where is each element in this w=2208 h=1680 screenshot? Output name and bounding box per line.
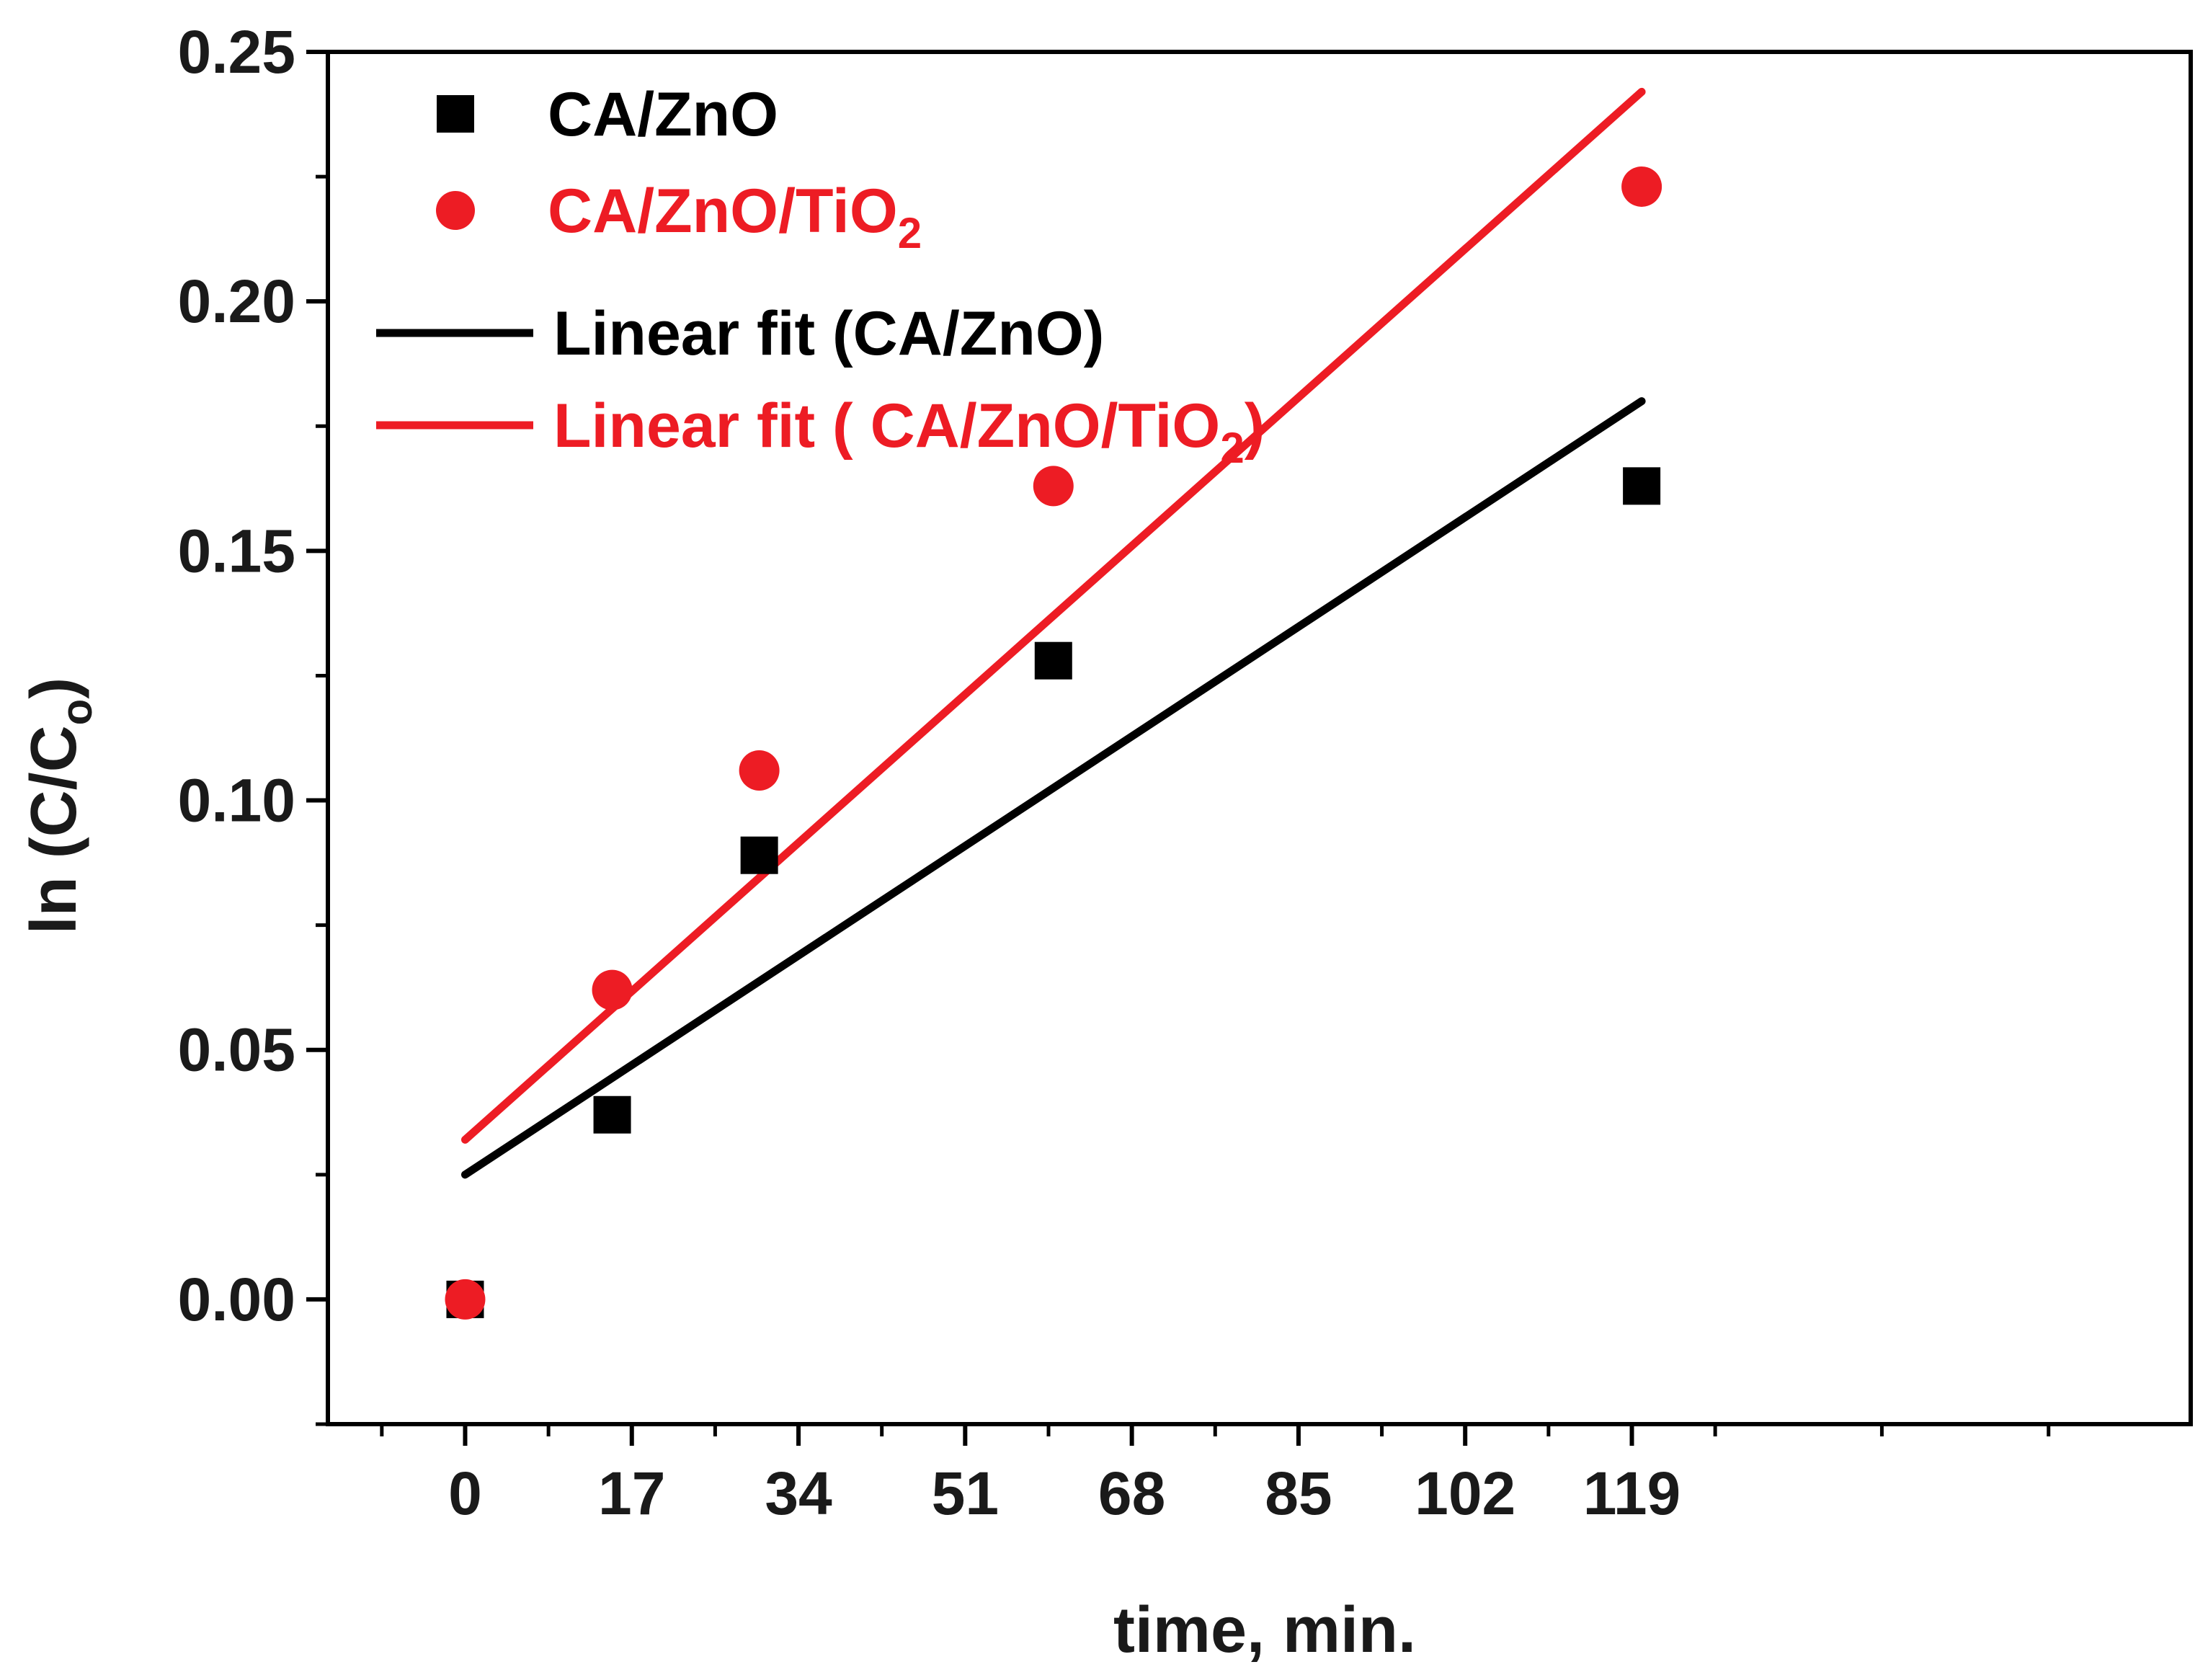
x-tick-label: 68 [1098,1459,1165,1527]
data-point-circle [1033,466,1074,507]
y-tick-label: 0.25 [178,18,296,86]
axes: 0.00 0.05 0.10 0.15 0.20 0.25 0 17 34 51 68 85 102 11… [178,18,2193,1527]
data-point-square [740,836,778,874]
x-tick-label: 85 [1265,1459,1332,1527]
x-axis-title: time, min. [1113,1594,1416,1666]
y-tick-label: 0.00 [178,1266,296,1333]
data-markers [445,166,1662,1320]
data-point-square [593,1095,631,1134]
x-tick-label: 51 [932,1459,999,1527]
legend: CA/ZnO CA/ZnO/TiO2 Linear fit (CA/ZnO) Line… [376,80,1265,472]
legend-marker-circle [436,191,475,230]
legend-label: Linear fit (CA/ZnO) [553,299,1104,368]
legend-marker-square [437,95,474,133]
y-tick-label: 0.10 [178,767,296,835]
x-tick-label: 102 [1415,1459,1515,1527]
fit-line [460,397,1646,1179]
y-axis-title: ln (C/Co) [18,677,101,935]
y-tick-label: 0.20 [178,267,296,335]
legend-label: CA/ZnO [548,80,778,149]
plot-frame [326,50,2193,1426]
y-tick-label: 0.05 [178,1016,296,1084]
data-point-circle [739,750,780,791]
data-point-square [1623,467,1661,505]
x-tick-label: 17 [598,1459,665,1527]
fit-lines [460,87,1646,1179]
y-tick-label: 0.15 [178,517,296,585]
legend-label: Linear fit ( CA/ZnO/TiO2) [553,391,1265,472]
data-point-circle [445,1279,486,1320]
data-point-circle [592,969,633,1010]
x-tick-label: 34 [765,1459,832,1527]
data-point-square [1034,641,1072,680]
fit-line [460,87,1646,1144]
x-tick-label: 0 [448,1459,482,1527]
legend-label: CA/ZnO/TiO2 [548,177,922,257]
data-point-circle [1621,166,1662,207]
x-tick-label: 119 [1583,1459,1681,1527]
